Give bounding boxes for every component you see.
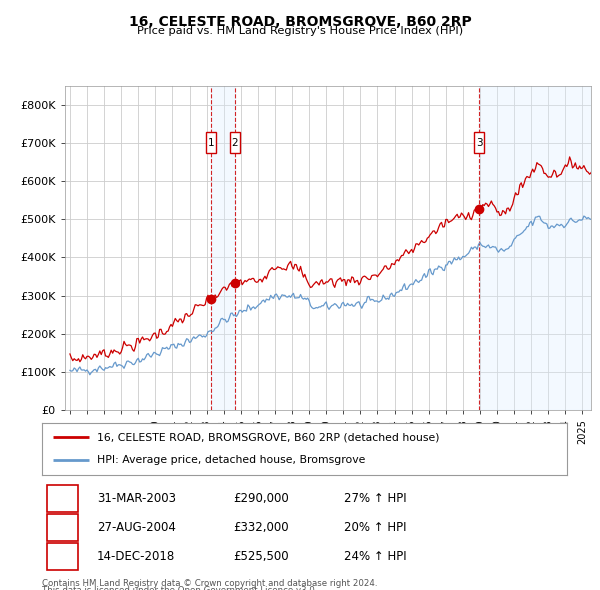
Text: 24% ↑ HPI: 24% ↑ HPI [344,550,407,563]
Text: 27% ↑ HPI: 27% ↑ HPI [344,492,407,505]
FancyBboxPatch shape [206,132,216,153]
Bar [211,86,235,410]
Text: £332,000: £332,000 [233,521,289,534]
Text: 3: 3 [59,550,66,563]
Text: 1: 1 [208,138,214,148]
FancyBboxPatch shape [47,514,78,541]
Text: 2: 2 [59,521,66,534]
Text: 16, CELESTE ROAD, BROMSGROVE, B60 2RP: 16, CELESTE ROAD, BROMSGROVE, B60 2RP [128,15,472,29]
Text: £525,500: £525,500 [233,550,289,563]
Text: Contains HM Land Registry data © Crown copyright and database right 2024.: Contains HM Land Registry data © Crown c… [42,579,377,588]
FancyBboxPatch shape [474,132,484,153]
Text: This data is licensed under the Open Government Licence v3.0.: This data is licensed under the Open Gov… [42,586,317,590]
Text: £290,000: £290,000 [233,492,289,505]
Text: Price paid vs. HM Land Registry's House Price Index (HPI): Price paid vs. HM Land Registry's House … [137,26,463,36]
Text: 20% ↑ HPI: 20% ↑ HPI [344,521,406,534]
FancyBboxPatch shape [47,543,78,569]
FancyBboxPatch shape [47,486,78,512]
Bar [479,86,591,410]
Text: 27-AUG-2004: 27-AUG-2004 [97,521,176,534]
Text: 14-DEC-2018: 14-DEC-2018 [97,550,175,563]
Text: HPI: Average price, detached house, Bromsgrove: HPI: Average price, detached house, Brom… [97,455,365,466]
Text: 3: 3 [476,138,482,148]
Text: 16, CELESTE ROAD, BROMSGROVE, B60 2RP (detached house): 16, CELESTE ROAD, BROMSGROVE, B60 2RP (d… [97,432,440,442]
Text: 31-MAR-2003: 31-MAR-2003 [97,492,176,505]
FancyBboxPatch shape [230,132,240,153]
Text: 1: 1 [59,492,66,505]
Text: 2: 2 [232,138,238,148]
